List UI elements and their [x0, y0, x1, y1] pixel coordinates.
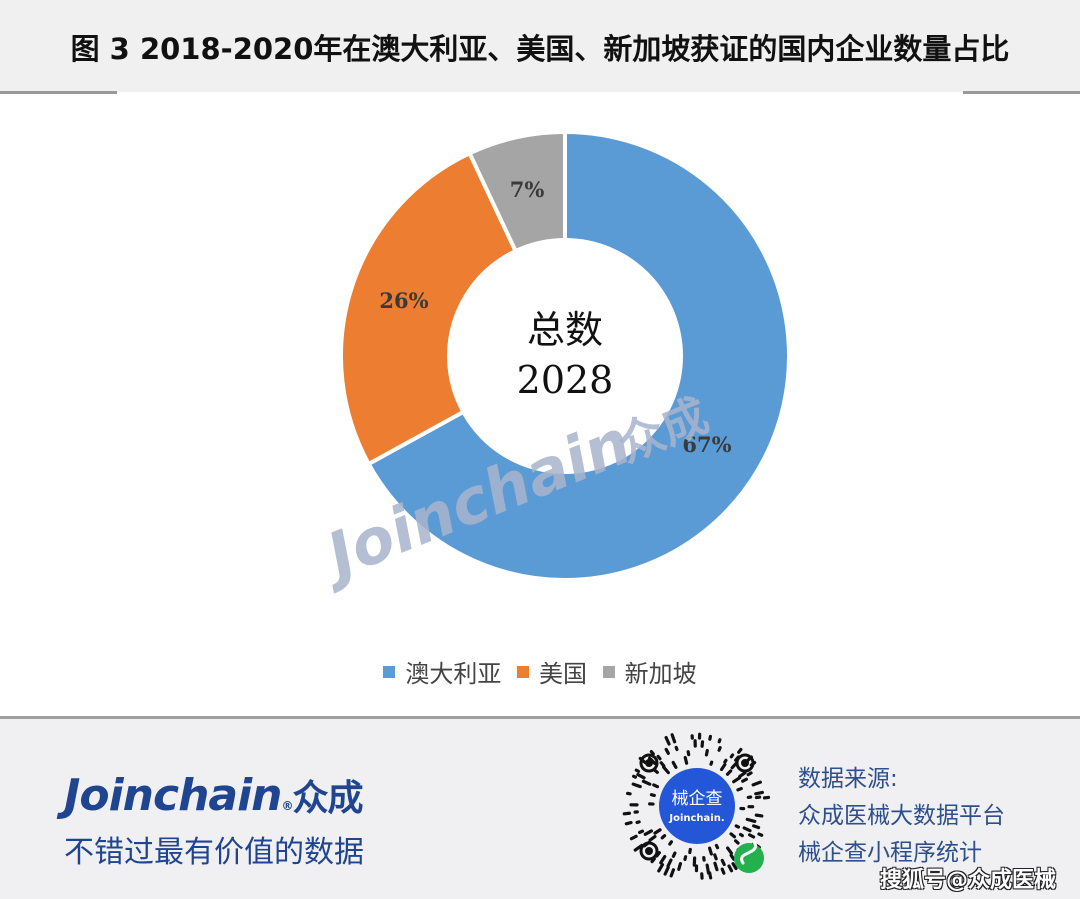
chart-legend: 澳大利亚 美国 新加坡: [0, 654, 1080, 689]
slice-label-singapore: 7%: [510, 177, 545, 202]
qr-center-en: Joinchain.: [668, 813, 724, 824]
data-source: 数据来源: 众成医械大数据平台 械企查小程序统计: [798, 761, 1005, 872]
registered-mark: ®: [282, 799, 293, 813]
legend-item-singapore: 新加坡: [603, 654, 697, 689]
mini-program-icon: [734, 843, 764, 873]
slogan: 不错过最有价值的数据: [64, 827, 364, 871]
donut-chart-svg: 总数 2028 67% 26% 7% Joinchain 众成: [0, 94, 1080, 716]
legend-swatch-australia: [383, 666, 395, 678]
legend-swatch-usa: [517, 666, 529, 678]
legend-label: 新加坡: [625, 654, 697, 689]
footer: Joinchain®众成 不错过最有价值的数据 械企查 Joinchain. 数…: [0, 716, 1080, 899]
source-title: 数据来源:: [798, 761, 1005, 798]
center-total-label: 总数: [527, 308, 603, 352]
legend-item-australia: 澳大利亚: [383, 654, 501, 689]
center-total-value: 2028: [517, 358, 614, 402]
legend-swatch-singapore: [603, 666, 615, 678]
header-band: 图 3 2018-2020年在澳大利亚、美国、新加坡获证的国内企业数量占比: [0, 0, 1080, 92]
sohu-credit: 搜狐号@众成医械: [880, 862, 1056, 894]
brand-name-cn: 众成: [293, 778, 363, 819]
brand-logo: Joinchain®众成: [64, 769, 363, 821]
source-line-1: 众成医械大数据平台: [798, 798, 1005, 835]
legend-label: 美国: [539, 654, 587, 689]
legend-label: 澳大利亚: [405, 654, 501, 689]
qr-center-cn: 械企查: [672, 789, 723, 809]
chart-title: 图 3 2018-2020年在澳大利亚、美国、新加坡获证的国内企业数量占比: [0, 26, 1080, 68]
donut-chart: 总数 2028 67% 26% 7% Joinchain 众成: [0, 94, 1080, 716]
brand-name: Joinchain: [64, 770, 282, 821]
mini-program-qr-code[interactable]: 械企查 Joinchain.: [622, 731, 772, 881]
slice-label-usa: 26%: [379, 288, 428, 313]
legend-item-usa: 美国: [517, 654, 587, 689]
